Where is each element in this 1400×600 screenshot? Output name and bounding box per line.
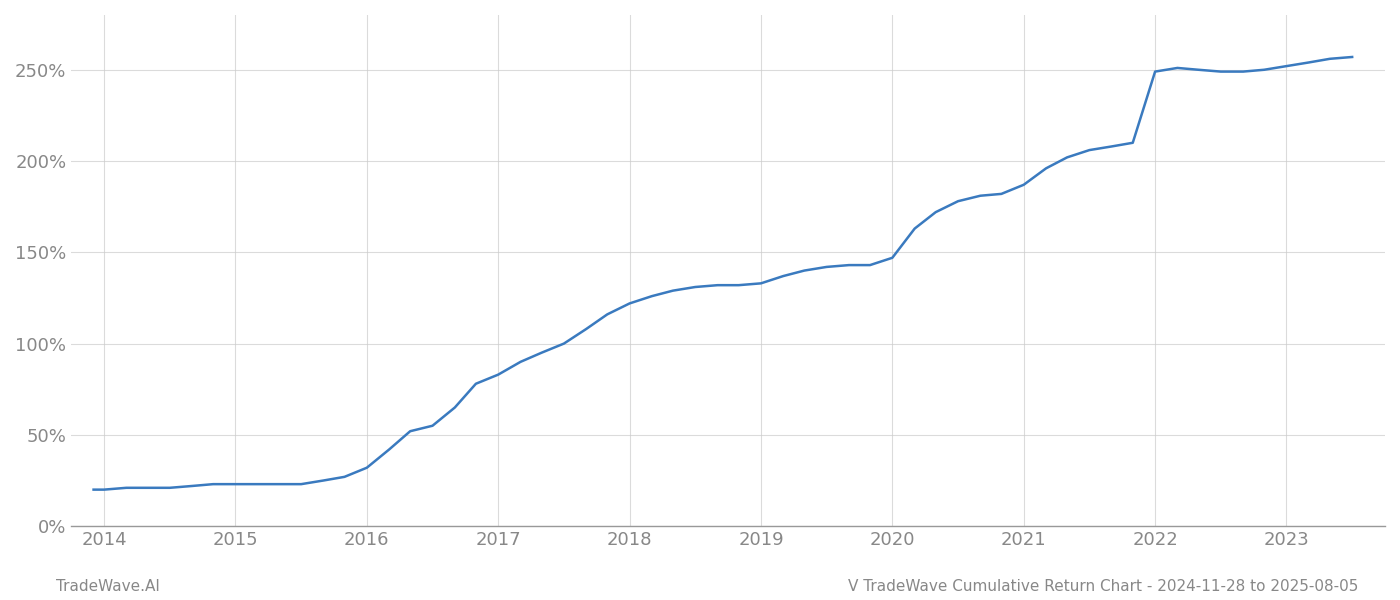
Text: V TradeWave Cumulative Return Chart - 2024-11-28 to 2025-08-05: V TradeWave Cumulative Return Chart - 20…: [847, 579, 1358, 594]
Text: TradeWave.AI: TradeWave.AI: [56, 579, 160, 594]
